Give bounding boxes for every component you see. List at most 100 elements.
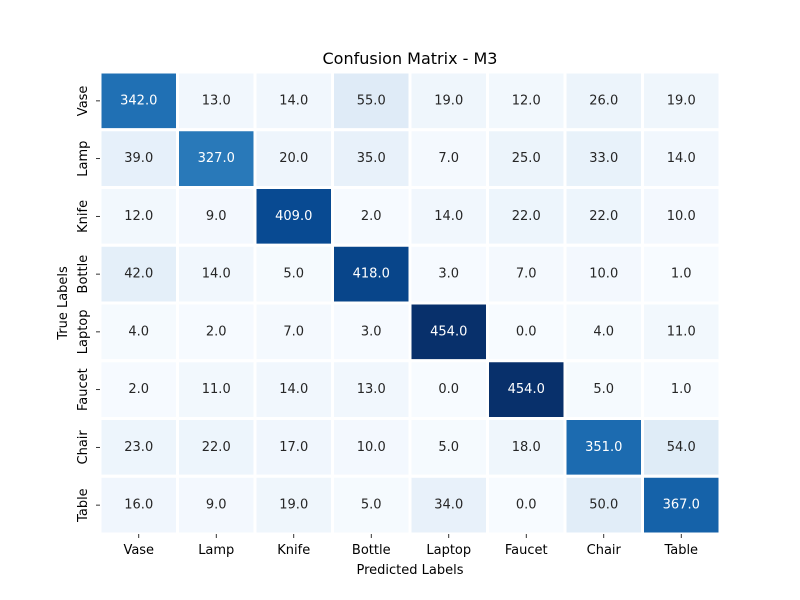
y-tick-label: Knife	[76, 200, 91, 233]
heatmap-cell	[641, 70, 722, 132]
cell-value-label: 342.0	[120, 93, 157, 108]
cell-value-label: 35.0	[357, 151, 386, 166]
cell-value-label: 19.0	[279, 498, 308, 513]
cell-value-label: 25.0	[512, 151, 541, 166]
y-axis-label: True Labels	[56, 266, 71, 341]
cell-value-label: 1.0	[671, 382, 692, 397]
cell-value-label: 19.0	[434, 93, 463, 108]
x-tick-label: Bottle	[352, 543, 391, 558]
cell-value-label: 4.0	[593, 324, 614, 339]
cell-value-label: 14.0	[434, 209, 463, 224]
x-tick-label: Knife	[277, 543, 310, 558]
heatmap-cell	[641, 474, 722, 536]
heatmap-cell	[176, 417, 257, 478]
heatmap-cell	[563, 417, 644, 478]
cell-value-label: 19.0	[667, 93, 696, 108]
cell-value-label: 7.0	[283, 324, 304, 339]
y-tick-label: Lamp	[76, 141, 91, 177]
heatmap-cell	[408, 243, 489, 305]
y-tick-label: Chair	[76, 430, 91, 465]
cell-value-label: 5.0	[283, 267, 304, 282]
heatmap-cell	[408, 474, 489, 536]
cell-value-label: 39.0	[124, 151, 153, 166]
heatmap-cell	[641, 359, 722, 420]
cell-value-label: 55.0	[357, 93, 386, 108]
cell-value-label: 2.0	[206, 324, 227, 339]
cell-value-label: 34.0	[434, 498, 463, 513]
cell-value-label: 26.0	[589, 93, 618, 108]
y-tick-labels: Vase Lamp Knife Bottle Laptop Faucet Chair Tabl…	[76, 86, 100, 523]
x-axis-label: Predicted Labels	[356, 563, 463, 578]
cell-value-label: 7.0	[516, 267, 537, 282]
heatmap-cell	[486, 186, 567, 247]
heatmap-cell	[641, 128, 722, 189]
cell-value-label: 7.0	[438, 151, 459, 166]
cell-value-label: 327.0	[198, 151, 235, 166]
heatmap-cell	[331, 128, 412, 189]
cell-value-label: 12.0	[124, 209, 153, 224]
chart-title: Confusion Matrix - M3	[323, 49, 498, 68]
heatmap-cell	[641, 186, 722, 247]
cell-value-label: 12.0	[512, 93, 541, 108]
cell-value-label: 4.0	[128, 324, 149, 339]
cell-value-label: 10.0	[589, 267, 618, 282]
cell-value-label: 22.0	[202, 440, 231, 455]
cell-value-label: 2.0	[361, 209, 382, 224]
cell-value-label: 13.0	[202, 93, 231, 108]
x-tick-label: Table	[663, 543, 698, 558]
cell-value-label: 17.0	[279, 440, 308, 455]
heatmap-cell	[253, 417, 334, 478]
cell-value-label: 454.0	[508, 382, 545, 397]
cell-value-label: 5.0	[438, 440, 459, 455]
cell-value-label: 3.0	[438, 267, 459, 282]
cell-value-label: 42.0	[124, 267, 153, 282]
cell-value-label: 33.0	[589, 151, 618, 166]
cell-value-label: 14.0	[667, 151, 696, 166]
cell-value-label: 20.0	[279, 151, 308, 166]
heatmap-cell	[563, 186, 644, 247]
x-tick-label: Lamp	[198, 543, 234, 558]
cell-value-label: 0.0	[438, 382, 459, 397]
heatmap-cell	[331, 186, 412, 247]
x-tick-labels: Vase Lamp Knife Bottle Laptop Faucet Chair Tabl…	[123, 534, 698, 558]
heatmap-cell	[253, 186, 334, 247]
heatmap-cell	[253, 474, 334, 536]
cell-value-label: 14.0	[279, 382, 308, 397]
cell-value-label: 14.0	[202, 267, 231, 282]
cell-value-label: 9.0	[206, 209, 227, 224]
cell-value-label: 11.0	[202, 382, 231, 397]
cell-value-label: 454.0	[430, 324, 467, 339]
cell-value-label: 16.0	[124, 498, 153, 513]
cell-value-label: 0.0	[516, 498, 537, 513]
heatmap-cell	[331, 301, 412, 363]
cell-value-label: 5.0	[361, 498, 382, 513]
heatmap-cell	[408, 301, 489, 363]
heatmap-cell	[563, 243, 644, 305]
y-tick-label: Table	[76, 488, 91, 523]
x-tick-label: Vase	[123, 543, 154, 558]
x-tick-label: Chair	[587, 543, 622, 558]
heatmap-cell	[486, 417, 567, 478]
y-tick-label: Vase	[76, 86, 91, 117]
cell-value-label: 54.0	[667, 440, 696, 455]
heatmap-cell	[486, 128, 567, 189]
heatmap-cell	[641, 417, 722, 478]
cell-value-label: 18.0	[512, 440, 541, 455]
heatmap-cell	[253, 243, 334, 305]
cell-value-label: 351.0	[585, 440, 622, 455]
cell-value-label: 9.0	[206, 498, 227, 513]
cell-value-label: 5.0	[593, 382, 614, 397]
cell-value-label: 50.0	[589, 498, 618, 513]
cell-value-label: 10.0	[667, 209, 696, 224]
x-tick-label: Laptop	[426, 543, 471, 558]
cell-value-label: 3.0	[361, 324, 382, 339]
y-tick-label: Faucet	[76, 368, 91, 411]
cell-value-label: 14.0	[279, 93, 308, 108]
heatmap-cell	[486, 359, 567, 420]
cell-value-label: 22.0	[512, 209, 541, 224]
x-tick-label: Faucet	[505, 543, 548, 558]
cell-value-label: 22.0	[589, 209, 618, 224]
cell-value-label: 23.0	[124, 440, 153, 455]
heatmap-cell	[176, 128, 257, 189]
